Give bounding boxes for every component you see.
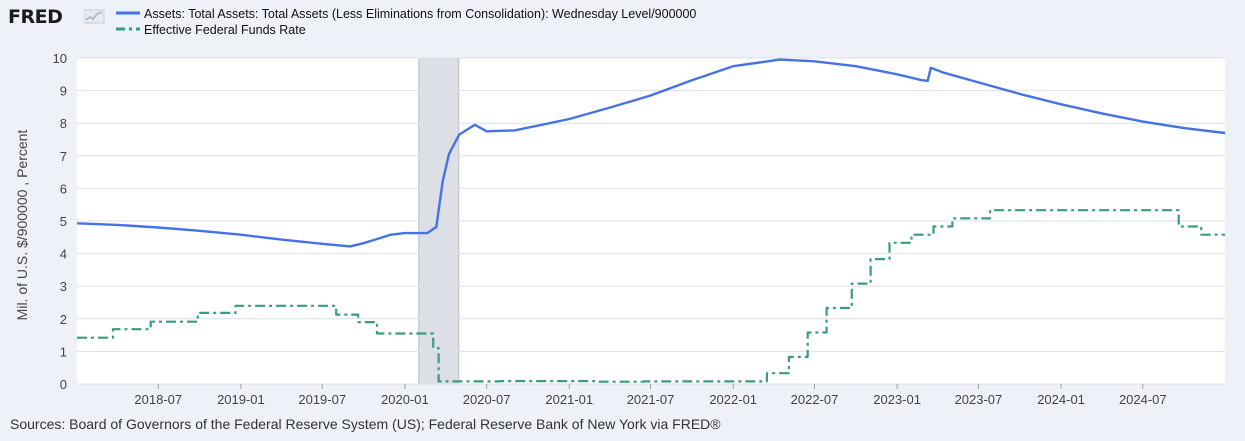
x-tick-label: 2022-07 xyxy=(791,392,839,407)
y-tick-label: 5 xyxy=(60,214,67,229)
y-tick-label: 10 xyxy=(53,51,67,66)
x-tick-label: 2019-07 xyxy=(298,392,346,407)
series-layer xyxy=(76,58,1226,383)
y-tick-label: 7 xyxy=(60,149,67,164)
x-tick-label: 2020-01 xyxy=(381,392,429,407)
y-tick-label: 6 xyxy=(60,181,67,196)
y-tick-label: 2 xyxy=(60,312,67,327)
fred-line-chart-icon xyxy=(84,9,105,24)
x-tick-label: 2023-01 xyxy=(873,392,921,407)
source-note: Sources: Board of Governors of the Feder… xyxy=(10,416,721,432)
y-axis-ticks: 0 1 2 3 4 5 6 7 8 9 10 xyxy=(53,51,67,392)
y-tick-label: 3 xyxy=(60,279,67,294)
legend-label-assets: Assets: Total Assets: Total Assets (Less… xyxy=(144,7,697,21)
y-tick-label: 0 xyxy=(60,377,67,392)
x-tick-label: 2022-01 xyxy=(709,392,757,407)
y-tick-label: 1 xyxy=(60,344,67,359)
x-tick-label: 2018-07 xyxy=(134,392,182,407)
x-tick-label: 2024-01 xyxy=(1037,392,1085,407)
y-tick-label: 8 xyxy=(60,116,67,131)
series-line-assets xyxy=(76,58,1226,248)
legend-swatch-effr xyxy=(116,27,140,31)
legend-label-effr: Effective Federal Funds Rate xyxy=(144,23,306,37)
x-tick-label: 2019-01 xyxy=(217,392,265,407)
x-tick-label: 2024-07 xyxy=(1119,392,1167,407)
y-tick-label: 4 xyxy=(60,247,67,262)
x-tick-label: 2021-01 xyxy=(545,392,593,407)
series-line-effr xyxy=(77,209,1225,383)
y-tick-label: 9 xyxy=(60,84,67,99)
fred-logo: FRED xyxy=(8,6,63,28)
y-axis-label: Mil. of U.S. $/900000 , Percent xyxy=(14,130,30,321)
legend-swatch-assets xyxy=(116,11,140,15)
x-tick-label: 2023-07 xyxy=(955,392,1003,407)
x-tick-label: 2021-07 xyxy=(627,392,675,407)
x-axis-ticks: 2018-07 2019-01 2019-07 2020-01 2020-07 2021-… xyxy=(134,384,1167,407)
x-tick-label: 2020-07 xyxy=(463,392,511,407)
